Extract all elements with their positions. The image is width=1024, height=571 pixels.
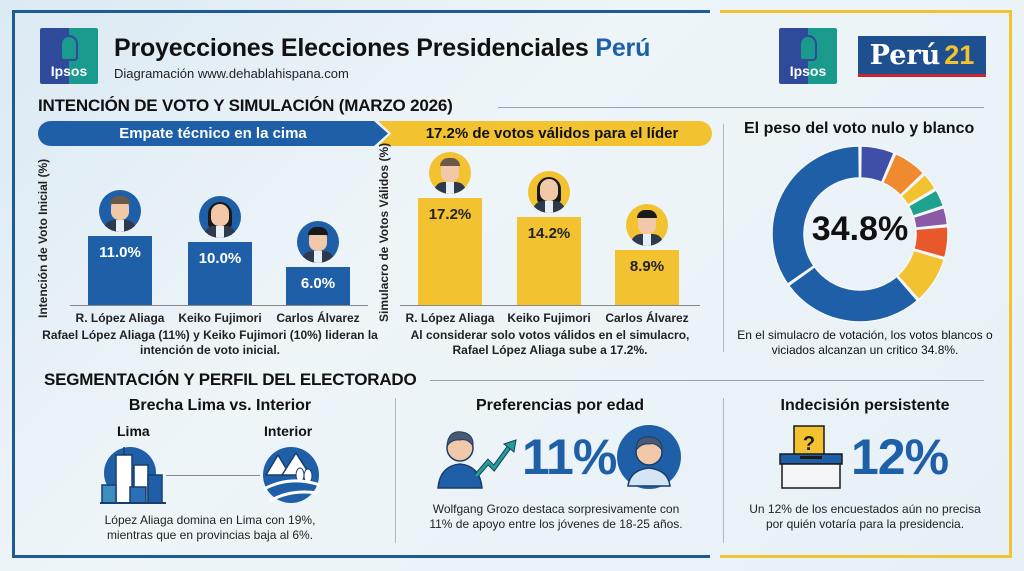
section-rule — [498, 107, 984, 108]
page-title-main: Proyecciones Elecciones Presidenciales — [114, 34, 589, 62]
bar-keiko-fujimori: 10.0% — [188, 242, 252, 305]
bar-carlos-lvarez: 8.9% — [615, 249, 679, 305]
bar-r-l-pez-aliaga: 11.0% — [88, 235, 152, 305]
undecided-text: Un 12% de los encuestados aún no precisa… — [749, 502, 981, 531]
ipsos-logo-right: Ipsos — [779, 28, 837, 84]
bar-value-label: 11.0% — [99, 243, 141, 261]
peru21-logo: Perú 21 — [858, 36, 986, 77]
category-label: Carlos Álvarez — [605, 311, 689, 325]
category-label: Carlos Álvarez — [276, 311, 360, 325]
banner-technical-tie: Empate técnico en la cima — [38, 121, 388, 146]
peru21-logo-word: Perú — [869, 39, 941, 71]
category-label: R. López Aliaga — [75, 311, 165, 325]
undecided-title: Indecisión persistente — [780, 397, 950, 414]
ipsos-logo: Ipsos — [40, 28, 98, 84]
ballot-box-icon: ? — [779, 425, 843, 489]
donut-title: El peso del voto nulo y blanco — [744, 120, 975, 137]
donut-segment — [900, 173, 937, 207]
donut-center-value: 34.8% — [811, 210, 909, 248]
ipsos-head-icon — [799, 35, 817, 61]
chart2-y-axis-label: Simulacro de Votos Válidos (%) — [377, 142, 391, 322]
column-divider — [723, 398, 724, 543]
donut-segment — [913, 225, 949, 259]
donut-caption: En el simulacro de votación, los votos b… — [737, 328, 993, 357]
frame-border-blue-left — [12, 10, 15, 558]
ipsos-logo-text: Ipsos — [50, 63, 88, 79]
donut-segment — [912, 206, 949, 229]
page-title: Proyecciones Elecciones Presidenciales P… — [114, 34, 650, 63]
candidate-portrait-icon — [528, 170, 570, 213]
interior-label: Interior — [264, 423, 313, 439]
age-preferences-title: Preferencias por edad — [475, 397, 645, 414]
ballot-question-mark: ? — [803, 433, 815, 455]
ipsos-head-icon — [60, 35, 78, 61]
chart2-caption: Al considerar solo votos válidos en el s… — [410, 328, 690, 357]
column-divider — [395, 398, 396, 543]
countryside-mountains-icon — [263, 447, 321, 503]
peru21-logo-number: 21 — [944, 39, 975, 70]
column-divider — [723, 124, 724, 352]
city-buildings-icon — [100, 447, 166, 504]
donut-segment — [881, 152, 925, 197]
candidate-portrait-icon — [199, 196, 241, 239]
chart1-y-axis-label: Intención de Voto Inicial (%) — [36, 158, 50, 318]
young-voter-trend-icon — [437, 431, 517, 489]
bar-keiko-fujimori: 14.2% — [517, 216, 581, 305]
section-title-segmentation: SEGMENTACIÓN Y PERFIL DEL ELECTORADO — [44, 370, 417, 389]
donut-segment — [896, 249, 946, 301]
page-subtitle: Diagramación www.dehablahispana.com — [114, 66, 349, 81]
section-title-vote-intention: INTENCIÓN DE VOTO Y SIMULACIÓN (MARZO 20… — [38, 96, 453, 115]
ipsos-logo-text: Ipsos — [789, 63, 827, 79]
candidate-portrait-icon — [297, 221, 339, 264]
banner-valid-votes: 17.2% de votos válidos para el líder — [378, 121, 712, 146]
bar-value-label: 17.2% — [428, 206, 472, 224]
frame-border-yellow-right — [1009, 10, 1012, 558]
candidate-portrait-icon — [626, 203, 668, 246]
age-preferences-text: Wolfgang Grozo destaca sorpresivamente c… — [429, 502, 683, 531]
age-pct-value: 11% — [522, 429, 617, 485]
category-label: Keiko Fujimori — [178, 311, 262, 325]
page-title-accent: Perú — [595, 34, 651, 62]
donut-segment — [907, 188, 945, 218]
candidate-portrait-icon — [99, 189, 141, 232]
chart1-caption: Rafael López Aliaga (11%) y Keiko Fujimo… — [42, 328, 378, 357]
frame-border-yellow-bottom — [720, 555, 1012, 558]
frame-border-yellow-top — [720, 10, 1012, 13]
young-person-avatar-icon — [617, 425, 681, 489]
bar-value-label: 6.0% — [300, 275, 336, 293]
donut-segment — [859, 145, 896, 184]
category-label: R. López Aliaga — [405, 311, 495, 325]
frame-border-blue-top — [12, 10, 710, 13]
lima-interior-connector — [166, 475, 260, 476]
category-label: Keiko Fujimori — [507, 311, 591, 325]
frame-border-blue-bottom — [12, 555, 710, 558]
bar-value-label: 10.0% — [198, 250, 242, 268]
donut-segment — [771, 145, 861, 286]
lima-label: Lima — [117, 423, 150, 439]
chart1-baseline — [70, 305, 368, 306]
lima-interior-text: López Aliaga domina en Lima con 19%, mie… — [104, 513, 316, 542]
chart2-baseline — [400, 305, 700, 306]
section-rule — [430, 380, 984, 381]
candidate-portrait-icon — [429, 152, 471, 195]
undecided-pct-value: 12% — [851, 429, 949, 485]
donut-segment — [787, 265, 919, 323]
bar-value-label: 8.9% — [629, 257, 665, 275]
bar-value-label: 14.2% — [527, 224, 571, 242]
bar-r-l-pez-aliaga: 17.2% — [418, 198, 482, 305]
bar-carlos-lvarez: 6.0% — [286, 267, 350, 305]
null-blank-vote-donut — [771, 145, 949, 323]
lima-interior-title: Brecha Lima vs. Interior — [128, 397, 312, 414]
